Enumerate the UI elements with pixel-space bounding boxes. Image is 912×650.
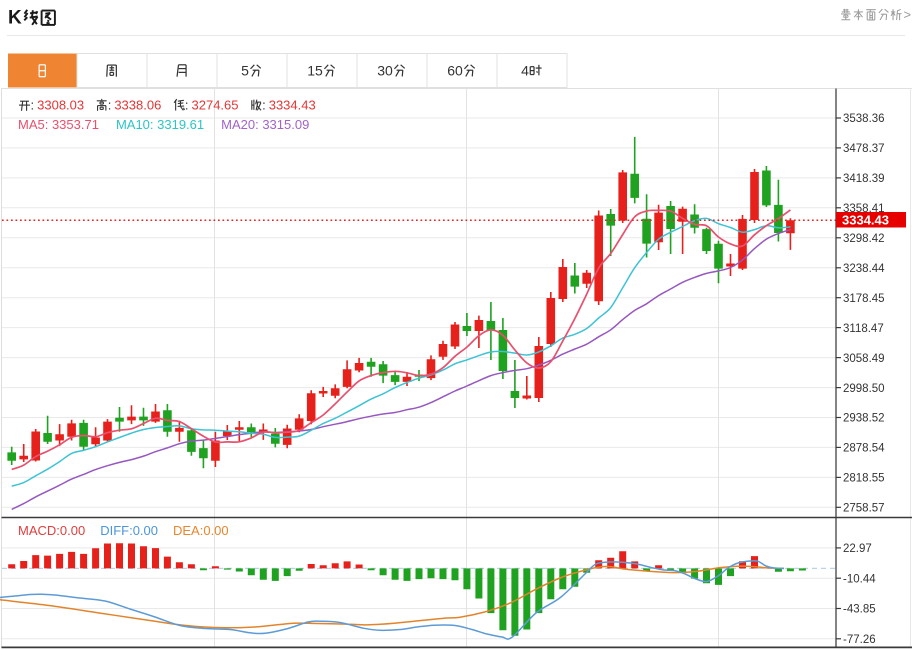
svg-text::3334.43: :3334.43 <box>262 98 316 113</box>
svg-text:15: 15 <box>307 62 323 78</box>
svg-text::3338.06: :3338.06 <box>108 98 162 113</box>
svg-text::3308.03: :3308.03 <box>31 98 85 113</box>
svg-text:3118.47: 3118.47 <box>843 323 884 335</box>
svg-text:3538.36: 3538.36 <box>843 113 885 125</box>
svg-text:3298.42: 3298.42 <box>843 233 885 245</box>
svg-text:-43.85: -43.85 <box>843 604 876 616</box>
svg-text:2878.54: 2878.54 <box>843 443 885 455</box>
svg-text:2758.57: 2758.57 <box>843 503 885 515</box>
svg-text:3334.43: 3334.43 <box>842 212 889 227</box>
svg-text:60: 60 <box>447 62 463 78</box>
svg-text:3478.37: 3478.37 <box>843 143 885 155</box>
svg-text:22.97: 22.97 <box>843 543 872 555</box>
svg-text:>: > <box>904 7 912 22</box>
svg-text:K: K <box>8 8 22 29</box>
svg-text:2998.50: 2998.50 <box>843 383 885 395</box>
svg-text::3274.65: :3274.65 <box>185 98 239 113</box>
svg-text:3238.44: 3238.44 <box>843 263 885 275</box>
svg-text:5: 5 <box>241 62 249 78</box>
svg-text:-77.26: -77.26 <box>843 634 876 646</box>
svg-text:3178.45: 3178.45 <box>843 293 885 305</box>
svg-text:2818.55: 2818.55 <box>843 473 885 485</box>
svg-text:-10.44: -10.44 <box>843 573 876 585</box>
svg-text:4: 4 <box>521 62 529 78</box>
svg-text:3058.49: 3058.49 <box>843 353 885 365</box>
svg-text:3418.39: 3418.39 <box>843 173 885 185</box>
svg-text:30: 30 <box>377 62 393 78</box>
svg-text:2938.52: 2938.52 <box>843 413 885 425</box>
